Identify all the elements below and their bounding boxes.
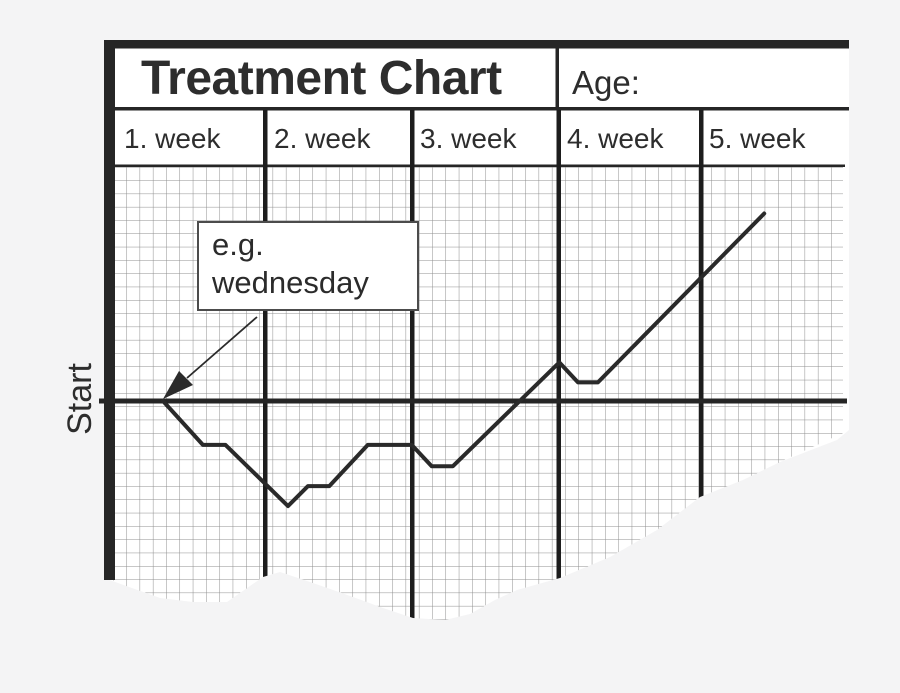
week-divider-4 <box>699 167 704 620</box>
week-divider-1 <box>263 167 268 620</box>
title-age-divider <box>555 48 559 108</box>
annotation-arrowhead-icon <box>163 371 193 399</box>
week-2-header: 2. week <box>274 123 371 154</box>
annotation-line-2: wednesday <box>212 265 369 300</box>
age-field-label: Age: <box>572 64 640 101</box>
annotation-line-1: e.g. <box>212 227 264 262</box>
page-title: Treatment Chart <box>141 52 502 105</box>
annotation-arrow-line <box>186 316 258 379</box>
week-divider-2-header <box>410 110 415 167</box>
week-row-separator <box>113 164 845 167</box>
title-row-separator <box>113 107 849 111</box>
top-border <box>104 40 849 49</box>
week-4-header: 4. week <box>567 123 664 154</box>
start-axis-label: Start <box>61 363 99 435</box>
annotation-box: e.g. wednesday <box>197 221 419 311</box>
treatment-line <box>161 211 767 509</box>
week-divider-1-header <box>263 110 268 167</box>
week-5-header: 5. week <box>709 123 806 154</box>
start-baseline <box>99 398 847 404</box>
left-border <box>104 40 115 580</box>
week-divider-3-header <box>556 110 561 167</box>
week-1-header: 1. week <box>124 123 221 154</box>
week-divider-3 <box>556 167 561 620</box>
week-divider-2 <box>410 167 415 620</box>
week-divider-4-header <box>699 110 704 167</box>
week-3-header: 3. week <box>420 123 517 154</box>
